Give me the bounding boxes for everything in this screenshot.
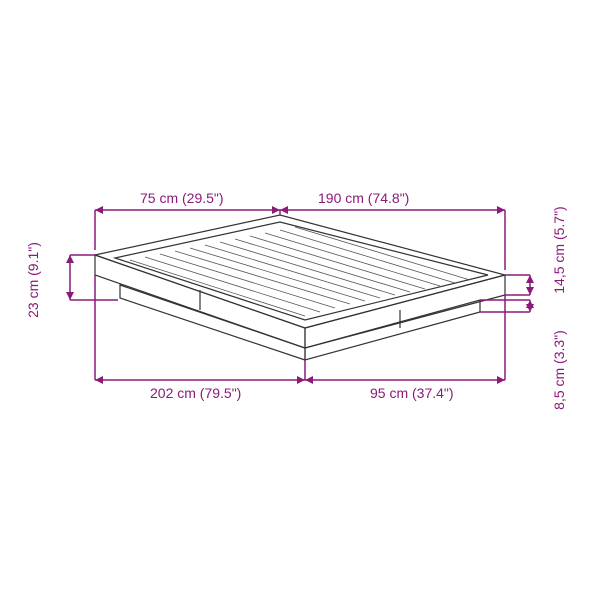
dimension-diagram: 75 cm (29.5") 190 cm (74.8") 23 cm (9.1"… [0, 0, 600, 600]
dimension-bottom-depth: 95 cm (37.4") [305, 295, 505, 401]
dimension-right-lower: 8,5 cm (3.3") [480, 300, 567, 410]
dim-right-upper-label: 14,5 cm (5.7") [551, 206, 567, 293]
dim-left-height-label: 23 cm (9.1") [25, 242, 41, 318]
dimension-right-upper: 14,5 cm (5.7") [505, 206, 567, 295]
dimension-top-left: 75 cm (29.5") [95, 190, 280, 250]
product-drawing [95, 215, 505, 360]
dim-top-left-label: 75 cm (29.5") [140, 190, 224, 206]
dim-top-right-label: 190 cm (74.8") [318, 190, 409, 206]
dim-bottom-depth-label: 95 cm (37.4") [370, 385, 454, 401]
dim-bottom-width-label: 202 cm (79.5") [150, 385, 241, 401]
dim-right-lower-label: 8,5 cm (3.3") [551, 330, 567, 410]
